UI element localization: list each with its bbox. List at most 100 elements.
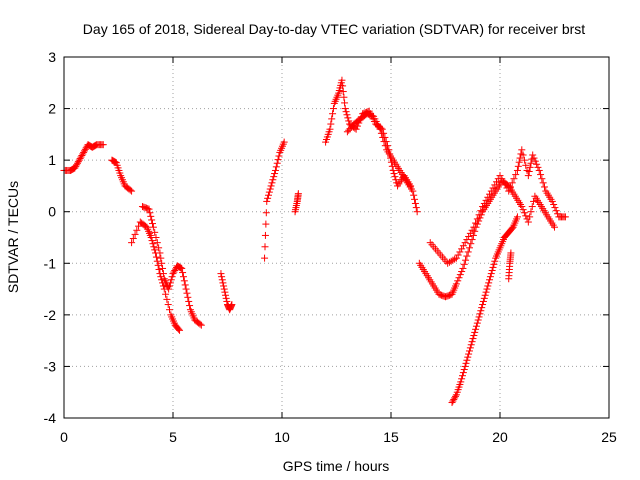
data-point xyxy=(167,276,175,284)
data-point xyxy=(468,226,476,234)
data-point xyxy=(73,161,81,169)
data-point xyxy=(377,129,385,137)
data-point xyxy=(270,173,278,181)
y-tick-labels: -4 -3 -2 -1 0 1 2 3 xyxy=(44,49,57,426)
data-point xyxy=(261,254,269,262)
data-point xyxy=(376,125,384,133)
data-point xyxy=(344,114,352,122)
data-point xyxy=(522,161,530,169)
data-point xyxy=(262,220,270,228)
data-point xyxy=(477,307,485,315)
data-point xyxy=(540,183,548,191)
data-point xyxy=(463,356,471,364)
data-point xyxy=(475,211,483,219)
data-point xyxy=(467,240,475,248)
data-point xyxy=(153,257,161,265)
data-point xyxy=(219,279,227,287)
data-point xyxy=(274,156,282,164)
data-point xyxy=(218,276,226,284)
data-point xyxy=(153,239,161,247)
data-point xyxy=(80,148,88,156)
data-point xyxy=(339,88,347,96)
data-point xyxy=(469,335,477,343)
data-point xyxy=(340,93,348,101)
data-point xyxy=(262,209,270,217)
data-point xyxy=(458,245,466,253)
data-point xyxy=(519,151,527,159)
data-point xyxy=(531,157,539,165)
data-point xyxy=(131,230,139,238)
data-point xyxy=(470,331,478,339)
data-point xyxy=(74,158,82,166)
data-point xyxy=(159,264,167,272)
data-point xyxy=(486,276,494,284)
data-point xyxy=(180,277,188,285)
data-point xyxy=(491,181,499,189)
data-point xyxy=(345,117,353,125)
x-tick-label: 0 xyxy=(60,429,68,445)
data-point xyxy=(460,366,468,374)
data-point xyxy=(539,179,547,187)
data-point xyxy=(390,170,398,178)
data-point xyxy=(338,76,346,84)
data-point xyxy=(264,194,272,202)
data-point xyxy=(463,236,471,244)
data-point xyxy=(484,282,492,290)
grid-lines xyxy=(64,57,609,418)
data-point xyxy=(458,375,466,383)
data-point xyxy=(459,372,467,380)
data-point xyxy=(472,322,480,330)
data-point xyxy=(454,251,462,259)
data-point xyxy=(535,166,543,174)
data-point xyxy=(551,223,558,231)
data-point xyxy=(454,277,462,285)
data-point xyxy=(459,242,467,250)
data-point xyxy=(327,120,335,128)
data-point xyxy=(80,147,88,155)
data-point xyxy=(534,163,542,171)
data-point xyxy=(341,99,349,107)
data-point xyxy=(479,297,487,305)
data-point xyxy=(457,378,465,386)
data-point xyxy=(76,155,84,163)
data-point xyxy=(465,232,473,240)
data-point xyxy=(472,325,480,333)
data-point xyxy=(503,184,511,192)
data-point xyxy=(352,125,360,133)
data-point xyxy=(470,223,478,231)
data-point xyxy=(381,142,389,150)
data-point xyxy=(522,212,530,220)
data-point xyxy=(473,319,481,327)
data-point xyxy=(483,285,491,293)
data-point xyxy=(171,267,179,275)
data-point xyxy=(512,171,520,179)
data-point xyxy=(528,203,536,211)
x-tick-label: 15 xyxy=(383,429,399,445)
data-point xyxy=(126,186,134,194)
data-point xyxy=(165,285,173,293)
data-point xyxy=(158,259,166,267)
data-point xyxy=(179,273,187,281)
data-point xyxy=(196,320,204,328)
data-point xyxy=(452,392,460,400)
data-point xyxy=(148,237,156,245)
data-point xyxy=(328,115,336,123)
x-axis-label: GPS time / hours xyxy=(283,458,390,474)
data-point xyxy=(223,297,231,305)
data-point xyxy=(391,173,399,181)
data-point xyxy=(478,304,486,312)
data-point xyxy=(272,163,280,171)
data-point xyxy=(183,289,191,297)
data-point xyxy=(524,172,532,180)
data-point xyxy=(329,110,337,118)
data-point xyxy=(220,282,228,290)
y-tick-label: 0 xyxy=(48,204,56,220)
data-point xyxy=(339,82,347,90)
data-point xyxy=(482,196,490,204)
data-point xyxy=(185,297,193,305)
data-point xyxy=(508,224,516,232)
data-point xyxy=(128,239,136,247)
data-point xyxy=(514,162,522,170)
data-point xyxy=(379,133,387,141)
